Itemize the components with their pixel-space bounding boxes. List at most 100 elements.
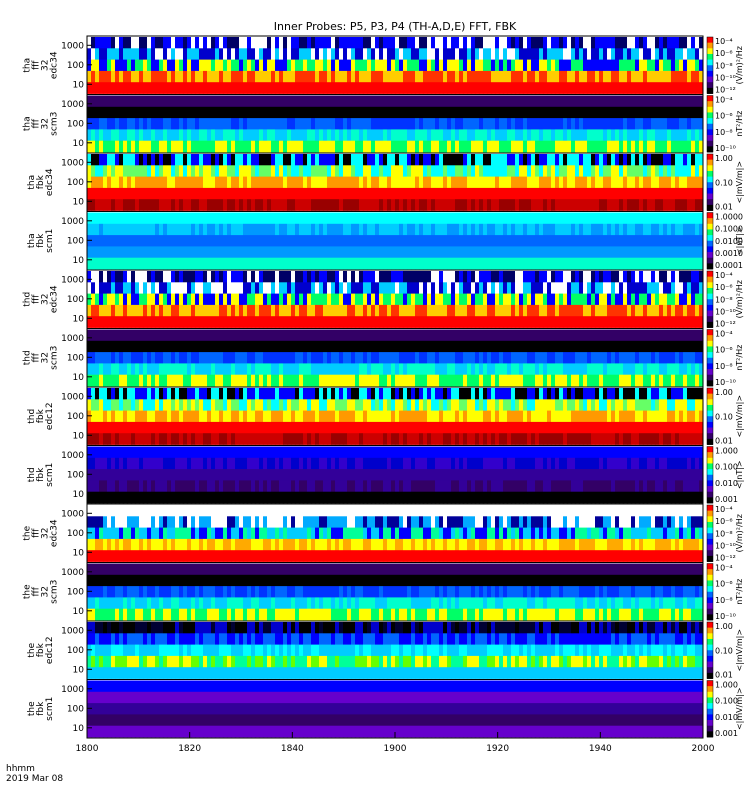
spectrogram-cell bbox=[423, 199, 427, 211]
spectrogram-cell bbox=[179, 341, 183, 353]
spectrogram-cell bbox=[379, 271, 383, 283]
spectrogram-cell bbox=[175, 188, 179, 200]
spectrogram-cell bbox=[495, 305, 499, 317]
spectrogram-cell bbox=[295, 188, 299, 200]
spectrogram-cell bbox=[571, 37, 575, 49]
colorbar-segment bbox=[707, 160, 713, 166]
spectrogram-cell bbox=[507, 154, 511, 166]
spectrogram-cell bbox=[467, 107, 471, 119]
spectrogram-cell bbox=[191, 316, 195, 328]
spectrogram-cell bbox=[455, 224, 459, 236]
colorbar-segment bbox=[707, 305, 713, 311]
spectrogram-cell bbox=[131, 154, 135, 166]
spectrogram-cell bbox=[619, 363, 623, 375]
spectrogram-cell bbox=[415, 246, 419, 258]
spectrogram-cell bbox=[111, 330, 115, 342]
spectrogram-cell bbox=[195, 388, 199, 400]
spectrogram-cell bbox=[459, 188, 463, 200]
spectrogram-cell bbox=[143, 141, 147, 153]
spectrogram-cell bbox=[359, 96, 363, 108]
spectrogram-cell bbox=[387, 271, 391, 283]
spectrogram-cell bbox=[399, 352, 403, 364]
spectrogram-cell bbox=[659, 188, 663, 200]
spectrogram-cell bbox=[155, 341, 159, 353]
spectrogram-cell bbox=[655, 352, 659, 364]
spectrogram-cell bbox=[235, 422, 239, 434]
spectrogram-cell bbox=[655, 107, 659, 119]
spectrogram-cell bbox=[407, 375, 411, 387]
spectrogram-cell bbox=[275, 96, 279, 108]
spectrogram-cell bbox=[191, 246, 195, 258]
spectrogram-cell bbox=[383, 154, 387, 166]
spectrogram-cell bbox=[675, 154, 679, 166]
spectrogram-cell bbox=[263, 177, 267, 189]
spectrogram-cell bbox=[119, 246, 123, 258]
spectrogram-cell bbox=[439, 37, 443, 49]
spectrogram-cell bbox=[355, 165, 359, 177]
spectrogram-cell bbox=[271, 363, 275, 375]
spectrogram-cell bbox=[511, 224, 515, 236]
spectrogram-cell bbox=[487, 96, 491, 108]
spectrogram-cell bbox=[615, 224, 619, 236]
spectrogram-cell bbox=[251, 199, 255, 211]
spectrogram-cell bbox=[495, 352, 499, 364]
spectrogram-cell bbox=[171, 177, 175, 189]
spectrogram-cell bbox=[183, 316, 187, 328]
spectrogram-cell bbox=[103, 199, 107, 211]
spectrogram-cell bbox=[479, 129, 483, 141]
spectrogram-cell bbox=[551, 246, 555, 258]
spectrogram-cell bbox=[243, 199, 247, 211]
spectrogram-cell bbox=[659, 316, 663, 328]
spectrogram-cell bbox=[687, 71, 691, 83]
spectrogram-cell bbox=[167, 341, 171, 353]
spectrogram-cell bbox=[99, 316, 103, 328]
spectrogram-cell bbox=[483, 235, 487, 247]
spectrogram-cell bbox=[527, 177, 531, 189]
spectrogram-cell bbox=[115, 188, 119, 200]
spectrogram-cell bbox=[459, 199, 463, 211]
spectrogram-cell bbox=[507, 96, 511, 108]
spectrogram-cell bbox=[271, 165, 275, 177]
spectrogram-cell bbox=[631, 258, 635, 270]
spectrogram-cell bbox=[135, 341, 139, 353]
spectrogram-cell bbox=[415, 165, 419, 177]
spectrogram-cell bbox=[223, 60, 227, 72]
spectrogram-cell bbox=[407, 154, 411, 166]
spectrogram-cell bbox=[211, 188, 215, 200]
spectrogram-cell bbox=[423, 305, 427, 317]
spectrogram-cell bbox=[219, 224, 223, 236]
spectrogram-cell bbox=[383, 330, 387, 342]
spectrogram-cell bbox=[347, 177, 351, 189]
spectrogram-cell bbox=[103, 258, 107, 270]
spectrogram-cell bbox=[659, 363, 663, 375]
spectrogram-cell bbox=[131, 271, 135, 283]
spectrogram-cell bbox=[323, 213, 327, 225]
spectrogram-cell bbox=[575, 235, 579, 247]
spectrogram-cell bbox=[555, 316, 559, 328]
spectrogram-cell bbox=[183, 246, 187, 258]
spectrogram-cell bbox=[371, 188, 375, 200]
spectrogram-cell bbox=[627, 60, 631, 72]
spectrogram-cell bbox=[323, 235, 327, 247]
spectrogram-cell bbox=[459, 177, 463, 189]
spectrogram-cell bbox=[459, 316, 463, 328]
spectrogram-cell bbox=[275, 188, 279, 200]
spectrogram-cell bbox=[203, 96, 207, 108]
spectrogram-cell bbox=[263, 107, 267, 119]
spectrogram-cell bbox=[351, 282, 355, 294]
spectrogram-cell bbox=[135, 399, 139, 411]
spectrogram-cell bbox=[383, 141, 387, 153]
spectrogram-cell bbox=[183, 213, 187, 225]
spectrogram-cell bbox=[527, 82, 531, 94]
spectrogram-cell bbox=[579, 82, 583, 94]
spectrogram-cell bbox=[523, 213, 527, 225]
spectrogram-cell bbox=[315, 107, 319, 119]
spectrogram-cell bbox=[371, 316, 375, 328]
spectrogram-cell bbox=[391, 165, 395, 177]
spectrogram-cell bbox=[447, 154, 451, 166]
spectrogram-cell bbox=[271, 224, 275, 236]
spectrogram-cell bbox=[275, 316, 279, 328]
spectrogram-cell bbox=[503, 48, 507, 60]
spectrogram-cell bbox=[507, 71, 511, 83]
spectrogram-cell bbox=[303, 235, 307, 247]
